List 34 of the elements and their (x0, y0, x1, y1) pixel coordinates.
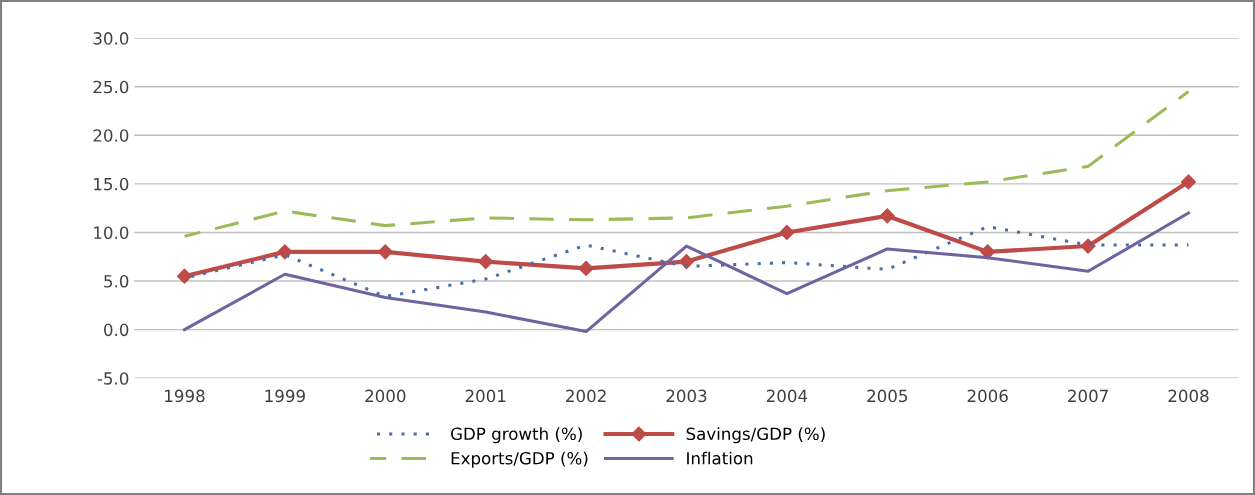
point (578, 260, 594, 276)
y-tick-label: 25.0 (93, 80, 129, 94)
y-tick-label: 5.0 (104, 274, 129, 288)
y-tick-label: 10.0 (94, 226, 129, 240)
legend-label: GDP growth (%) (451, 427, 582, 444)
y-tick-label: 15.0 (94, 177, 129, 191)
point (377, 244, 393, 260)
point (1180, 174, 1197, 190)
line-series (182, 211, 1191, 334)
point (277, 244, 293, 260)
point (879, 208, 895, 224)
legend-label: Exports/GDP (%) (451, 451, 588, 468)
y-tick-label: -5.0 (97, 372, 129, 385)
line-series (182, 90, 1191, 238)
legend-label: Savings/GDP (%) (686, 427, 825, 444)
legend-label: Inflation (687, 451, 753, 465)
x-tick-label: 2001 (465, 389, 506, 403)
point (176, 268, 193, 284)
x-tick-label: 2004 (766, 389, 808, 403)
y-tick-label: 0.0 (104, 323, 129, 337)
x-tick-label: 2005 (867, 389, 908, 403)
x-tick-label: 2002 (566, 389, 606, 403)
point (779, 224, 795, 241)
x-tick-label: 1998 (165, 389, 205, 403)
x-tick-label: 2007 (1068, 389, 1108, 403)
point (980, 244, 996, 260)
x-tick-label: 2000 (365, 389, 406, 403)
point (478, 254, 494, 270)
x-tick-label: 1999 (265, 389, 305, 403)
x-tick-label: 2006 (967, 389, 1008, 403)
x-tick-label: 2008 (1168, 389, 1209, 403)
x-tick-label: 2003 (666, 389, 707, 403)
y-tick-label: 30.0 (93, 32, 129, 45)
y-tick-label: 20.0 (93, 129, 129, 142)
